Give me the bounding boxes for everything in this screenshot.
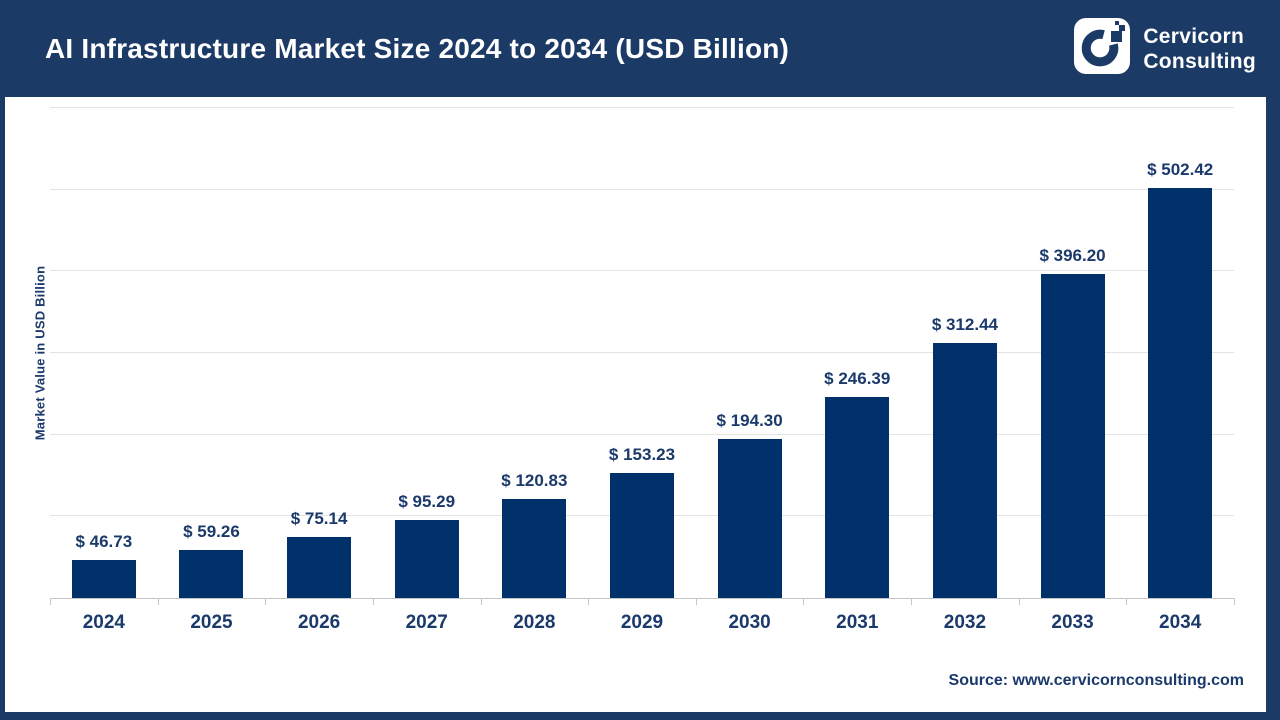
bar-2025	[179, 549, 244, 598]
company-name-line2: Consulting	[1143, 49, 1256, 73]
bar-2032	[932, 342, 997, 598]
value-label-2029: $ 153.23	[608, 444, 676, 464]
x-axis-tick	[480, 598, 482, 605]
x-axis-tick	[911, 598, 913, 605]
value-label-2026: $ 75.14	[290, 508, 348, 528]
category-label-2031: 2031	[836, 612, 879, 633]
bar-2027	[394, 520, 459, 598]
x-axis-tick	[372, 598, 374, 605]
source-attribution: Source: www.cervicornconsulting.com	[948, 672, 1244, 689]
value-label-2028: $ 120.83	[501, 471, 568, 491]
gridline-300	[50, 352, 1234, 353]
category-label-2030: 2030	[728, 612, 771, 633]
bar-2031	[825, 396, 890, 598]
value-label-2031: $ 246.39	[824, 368, 891, 388]
value-label-2033: $ 396.20	[1039, 246, 1106, 266]
value-label-2027: $ 95.29	[398, 492, 456, 512]
value-label-2030: $ 194.30	[716, 411, 783, 431]
cervicorn-logo-icon	[1074, 18, 1131, 79]
category-label-2026: 2026	[297, 612, 341, 633]
category-label-2027: 2027	[405, 612, 448, 633]
x-axis-line	[50, 598, 1234, 599]
bar-2030	[717, 439, 782, 598]
category-label-2032: 2032	[943, 612, 987, 633]
bar-2024	[71, 559, 136, 598]
x-axis-tick	[1234, 598, 1235, 605]
value-label-2024: $ 46.73	[75, 531, 133, 551]
category-label-2033: 2033	[1051, 612, 1094, 633]
x-axis-tick	[803, 598, 805, 605]
bar-2033	[1040, 274, 1105, 598]
header-banner: AI Infrastructure Market Size 2024 to 20…	[5, 0, 1266, 97]
chart-area: Market Value in USD Billion $ 46.73 2024 $…	[5, 97, 1266, 712]
x-axis-tick	[588, 598, 590, 605]
category-label-2028: 2028	[513, 612, 556, 633]
value-label-2025: $ 59.26	[183, 521, 240, 541]
x-axis-tick	[695, 598, 697, 605]
category-label-2029: 2029	[620, 612, 664, 633]
gridline-600	[50, 107, 1234, 108]
category-label-2025: 2025	[190, 612, 233, 633]
gridline-200	[50, 433, 1234, 435]
x-axis-tick	[1018, 598, 1020, 605]
company-name: Cervicorn Consulting	[1143, 24, 1256, 74]
bar-2028	[502, 499, 567, 598]
x-axis-tick	[50, 598, 51, 605]
bar-2029	[610, 472, 674, 598]
bar-2034	[1148, 187, 1213, 598]
bar-chart-plot: $ 46.73 2024 $ 59.26 2025 $ 75.14 2026 $ 95.29…	[50, 97, 1235, 633]
x-axis-tick	[1126, 598, 1128, 605]
bar-2026	[287, 536, 352, 598]
category-label-2034: 2034	[1159, 612, 1202, 633]
y-axis-label: Market Value in USD Billion	[32, 265, 48, 441]
gridline-500	[50, 188, 1234, 190]
company-name-line1: Cervicorn	[1143, 24, 1245, 48]
value-label-2034: $ 502.42	[1147, 159, 1214, 179]
company-logo: Cervicorn Consulting	[1074, 18, 1256, 79]
x-axis-tick	[265, 598, 267, 605]
chart-title: AI Infrastructure Market Size 2024 to 20…	[45, 32, 790, 64]
category-label-2024: 2024	[82, 612, 125, 633]
x-axis-tick	[157, 598, 159, 605]
value-label-2032: $ 312.44	[931, 314, 998, 334]
gridline-400	[50, 270, 1234, 272]
